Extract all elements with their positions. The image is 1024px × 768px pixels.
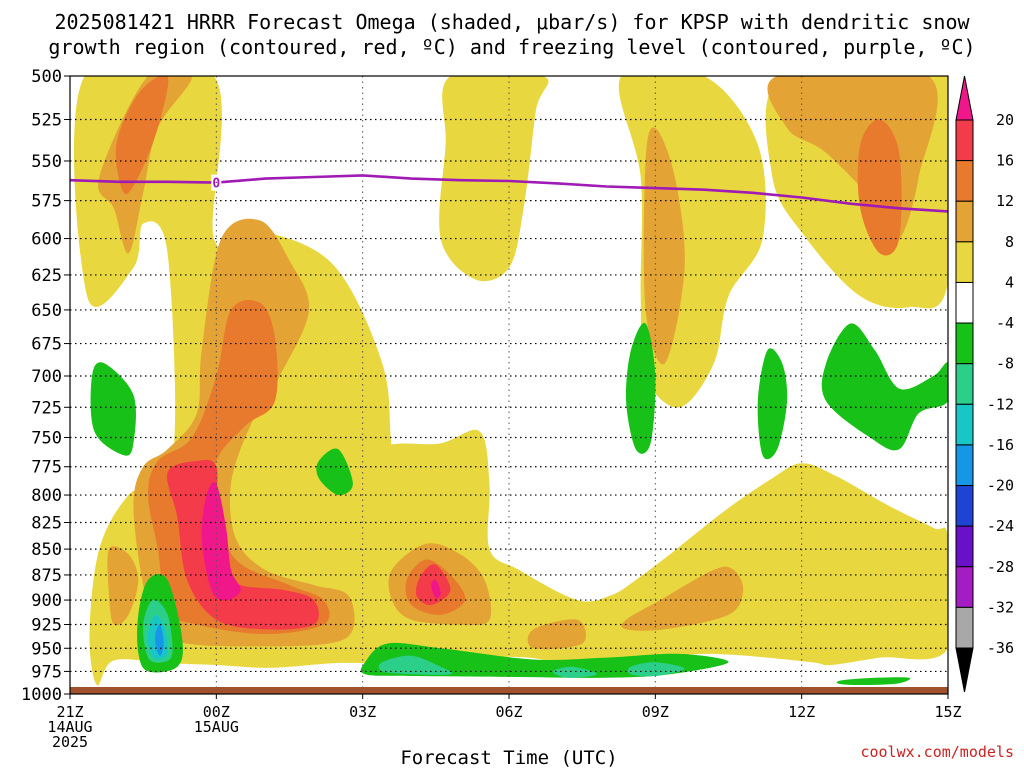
- colorbar-tick-label: 8: [1005, 233, 1014, 251]
- colorbar-bottom-cap: [955, 647, 974, 693]
- omega-region-4-1: [374, 429, 948, 666]
- y-tick-label: 875: [31, 566, 62, 586]
- omega-region-8-11: [643, 127, 685, 365]
- omega-region-neg16-34: [155, 624, 164, 656]
- y-tick-label: 650: [31, 301, 62, 321]
- x-axis-label: Forecast Time (UTC): [400, 747, 617, 768]
- y-tick-label: 1000: [21, 685, 62, 705]
- omega-region-8-5: [98, 76, 192, 254]
- y-tick-label: 675: [31, 335, 62, 355]
- x-tick-label: 00Z: [203, 703, 230, 721]
- y-tick-label: 975: [31, 662, 62, 682]
- omega-region-neg4-25: [625, 322, 656, 454]
- colorbar-tick-label: -32: [987, 598, 1014, 616]
- credit-link[interactable]: coolwx.com/models: [860, 743, 1014, 761]
- omega-region-neg4-21: [90, 362, 136, 456]
- omega-region-12-13: [115, 76, 169, 195]
- omega-region-20-20: [431, 579, 441, 599]
- omega-region-8-10: [621, 566, 744, 631]
- colorbar-swatch: [955, 363, 974, 405]
- colorbar-tick-label: 20: [996, 111, 1014, 129]
- omega-region-neg8-32: [627, 662, 685, 677]
- omega-region-20-19: [201, 481, 241, 601]
- x-tick-label: 15Z: [934, 703, 961, 721]
- y-tick-label: 925: [31, 615, 62, 635]
- colorbar-swatch: [955, 566, 974, 608]
- y-tick-label: 725: [31, 398, 62, 418]
- x-tick-label: 09Z: [642, 703, 669, 721]
- colorbar-tick-label: 4: [1005, 273, 1014, 291]
- y-tick-label: 825: [31, 513, 62, 533]
- colorbar-swatch: [955, 241, 974, 283]
- omega-region-neg4-26: [757, 348, 788, 460]
- ground-surface-band: [70, 687, 948, 694]
- freezing-level-label-bg: [211, 174, 222, 191]
- y-tick-label: 900: [31, 591, 62, 611]
- omega-region-12-16: [857, 119, 902, 256]
- y-tick-label: 950: [31, 639, 62, 659]
- omega-shaded-regions: [73, 76, 948, 686]
- chart-title-line2: growth region (contoured, red, ºC) and f…: [48, 35, 975, 59]
- x-tick-label: 21Z: [56, 703, 83, 721]
- y-tick-label: 600: [31, 230, 62, 250]
- y-tick-label: 525: [31, 111, 62, 131]
- colorbar-tick-label: 12: [996, 192, 1014, 210]
- x-tick-label: 14AUG: [47, 718, 92, 736]
- colorbar-tick-label: -8: [996, 355, 1014, 373]
- colorbar-tick-label: -16: [987, 436, 1014, 454]
- x-tick-label: 2025: [52, 733, 88, 751]
- x-tick-label: 12Z: [788, 703, 815, 721]
- omega-region-neg8-30: [378, 655, 452, 675]
- colorbar-tick-label: -20: [987, 477, 1014, 495]
- x-tick-label: 03Z: [349, 703, 376, 721]
- colorbar-tick-label: -28: [987, 558, 1014, 576]
- colorbar-swatch: [955, 606, 974, 649]
- y-tick-label: 700: [31, 367, 62, 387]
- colorbar-swatch: [955, 281, 974, 324]
- y-tick-label: 750: [31, 429, 62, 449]
- y-tick-label: 800: [31, 486, 62, 506]
- omega-region-neg4-28: [836, 677, 911, 686]
- y-tick-label: 775: [31, 458, 62, 478]
- omega-region-neg4-27: [821, 323, 948, 451]
- omega-region-8-9: [527, 619, 586, 650]
- colorbar-tick-label: 16: [996, 152, 1014, 170]
- colorbar-swatch: [955, 525, 974, 568]
- colorbar-swatch: [955, 200, 974, 243]
- colorbar-swatch: [955, 160, 974, 202]
- omega-region-8-7: [107, 546, 139, 626]
- colorbar-swatch: [955, 444, 974, 487]
- omega-region-neg8-31: [552, 666, 597, 678]
- y-tick-label: 625: [31, 266, 62, 286]
- y-tick-label: 500: [31, 67, 62, 87]
- colorbar-top-cap: [955, 75, 974, 121]
- omega-colorbar: 20 16 12 8 4 -4 -8 -12 -16 -20 -24 -28 -32 -36: [955, 75, 1014, 693]
- colorbar-tick-label: -4: [996, 314, 1014, 332]
- y-tick-label: 550: [31, 152, 62, 172]
- y-axis-ticks: 500 525 550 575 600 625 650 675 700 725 750 775 800 8…: [21, 67, 70, 705]
- y-tick-label: 850: [31, 540, 62, 560]
- colorbar-tick-label: -24: [987, 517, 1014, 535]
- colorbar-swatch: [955, 403, 974, 446]
- colorbar-swatch: [955, 322, 974, 365]
- y-tick-label: 575: [31, 192, 62, 212]
- freezing-level-contour: 0: [70, 174, 948, 213]
- x-tick-label: 15AUG: [194, 718, 239, 736]
- omega-region-neg4-23: [316, 448, 353, 496]
- colorbar-swatch: [955, 119, 974, 162]
- freezing-level-label: 0: [212, 177, 220, 192]
- grid-lines: [70, 76, 948, 694]
- colorbar-swatch: [955, 485, 974, 527]
- omega-region-4-2: [439, 76, 549, 282]
- colorbar-tick-label: -12: [987, 395, 1014, 413]
- chart-title-line1: 2025081421 HRRR Forecast Omega (shaded, …: [54, 10, 970, 34]
- colorbar-tick-label: -36: [987, 639, 1014, 657]
- x-tick-label: 06Z: [495, 703, 522, 721]
